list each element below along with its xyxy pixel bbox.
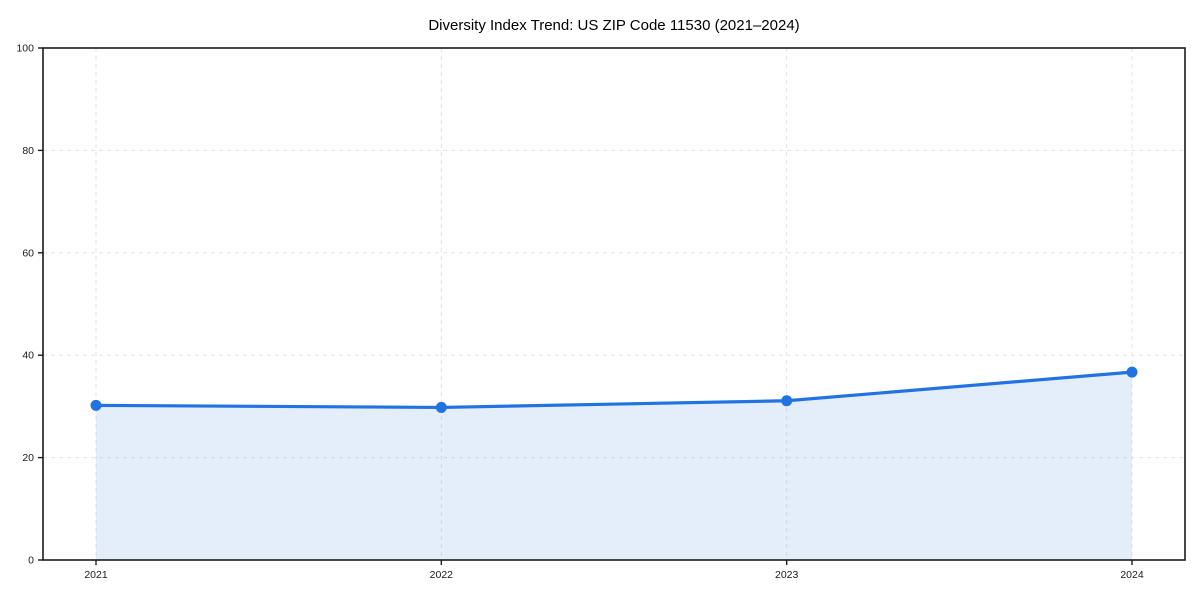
y-tick-label: 60 bbox=[22, 247, 34, 259]
x-tick-label: 2023 bbox=[775, 569, 799, 581]
x-tick-label: 2021 bbox=[84, 569, 108, 581]
data-point bbox=[781, 395, 793, 407]
plot-border bbox=[42, 47, 1186, 561]
y-tick-label: 0 bbox=[28, 555, 34, 567]
y-tick-label: 20 bbox=[22, 452, 34, 464]
trend-line bbox=[94, 370, 1134, 410]
chart-plot-area: 0 20 40 60 80 100 2021 2022 2023 2024 bbox=[16, 43, 1186, 581]
data-point bbox=[435, 401, 447, 413]
data-point bbox=[1126, 366, 1138, 378]
y-tick-label: 80 bbox=[22, 145, 34, 157]
data-point bbox=[90, 399, 102, 411]
y-tick-label: 40 bbox=[22, 350, 34, 362]
y-tick-label: 100 bbox=[16, 43, 34, 55]
chart-title: Diversity Index Trend: US ZIP Code 11530… bbox=[428, 17, 799, 34]
x-tick-label: 2024 bbox=[1120, 569, 1144, 581]
area-fill bbox=[96, 372, 1132, 560]
x-tick-label: 2022 bbox=[430, 569, 454, 581]
